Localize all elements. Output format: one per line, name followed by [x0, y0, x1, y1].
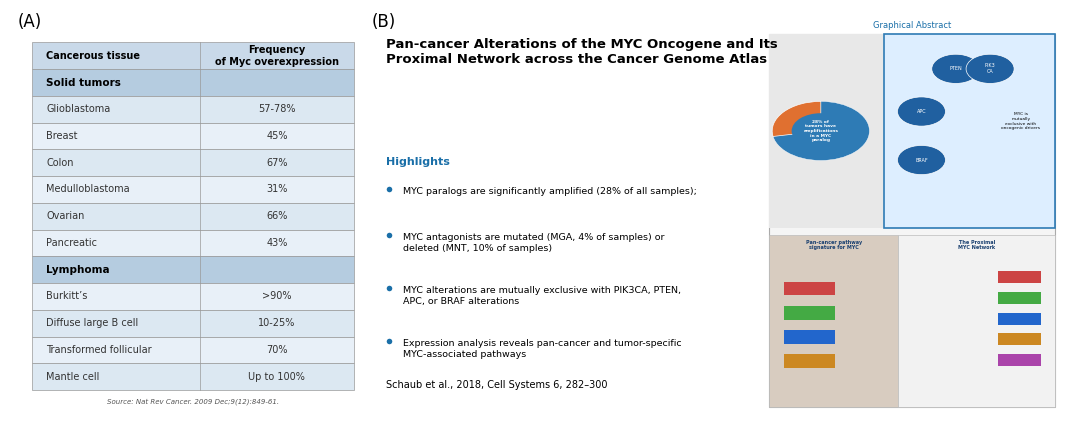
- Circle shape: [897, 97, 945, 126]
- Text: 66%: 66%: [266, 211, 288, 221]
- Text: 10-25%: 10-25%: [259, 318, 295, 328]
- FancyBboxPatch shape: [32, 149, 354, 176]
- FancyBboxPatch shape: [998, 354, 1041, 366]
- FancyBboxPatch shape: [769, 235, 898, 407]
- Text: Glioblastoma: Glioblastoma: [46, 104, 111, 114]
- Text: 28% of
tumors have
amplifications
in a MYC
paralog: 28% of tumors have amplifications in a M…: [804, 120, 838, 142]
- FancyBboxPatch shape: [783, 354, 835, 368]
- Text: Diffuse large B cell: Diffuse large B cell: [46, 318, 138, 328]
- FancyBboxPatch shape: [32, 257, 354, 283]
- FancyBboxPatch shape: [32, 69, 354, 96]
- Text: Up to 100%: Up to 100%: [249, 372, 306, 382]
- Text: BRAF: BRAF: [915, 158, 928, 162]
- Text: Mantle cell: Mantle cell: [46, 372, 100, 382]
- FancyBboxPatch shape: [769, 34, 1055, 407]
- FancyBboxPatch shape: [769, 34, 884, 228]
- Text: Lymphoma: Lymphoma: [46, 265, 109, 275]
- FancyBboxPatch shape: [783, 306, 835, 320]
- Text: MYC antagonists are mutated (MGA, 4% of samples) or
deleted (MNT, 10% of samples: MYC antagonists are mutated (MGA, 4% of …: [403, 233, 664, 253]
- Text: Highlights: Highlights: [386, 157, 450, 167]
- Text: 70%: 70%: [266, 345, 288, 355]
- Text: Ovarian: Ovarian: [46, 211, 85, 221]
- FancyBboxPatch shape: [32, 283, 354, 310]
- FancyBboxPatch shape: [884, 34, 1055, 228]
- FancyBboxPatch shape: [32, 123, 354, 149]
- Circle shape: [792, 113, 850, 149]
- Text: Cancerous tissue: Cancerous tissue: [46, 51, 141, 61]
- Wedge shape: [773, 101, 821, 137]
- Text: 43%: 43%: [266, 238, 288, 248]
- Text: Pan-cancer Alterations of the MYC Oncogene and Its
Proximal Network across the C: Pan-cancer Alterations of the MYC Oncoge…: [386, 38, 778, 66]
- FancyBboxPatch shape: [32, 337, 354, 363]
- Text: 67%: 67%: [266, 158, 288, 168]
- Text: APC: APC: [916, 109, 926, 114]
- Text: 31%: 31%: [266, 184, 288, 195]
- FancyBboxPatch shape: [898, 235, 1055, 407]
- FancyBboxPatch shape: [783, 282, 835, 296]
- FancyBboxPatch shape: [32, 230, 354, 257]
- Text: Pan-cancer pathway
signature for MYC: Pan-cancer pathway signature for MYC: [806, 240, 862, 251]
- FancyBboxPatch shape: [32, 96, 354, 123]
- Text: Breast: Breast: [46, 131, 77, 141]
- Text: 45%: 45%: [266, 131, 288, 141]
- Text: (B): (B): [372, 13, 396, 31]
- Text: Schaub et al., 2018, Cell Systems 6, 282–300: Schaub et al., 2018, Cell Systems 6, 282…: [386, 380, 607, 390]
- Text: >90%: >90%: [262, 291, 292, 301]
- Text: Expression analysis reveals pan-cancer and tumor-specific
MYC-associated pathway: Expression analysis reveals pan-cancer a…: [403, 339, 681, 359]
- Text: Colon: Colon: [46, 158, 74, 168]
- Text: Burkitt’s: Burkitt’s: [46, 291, 88, 301]
- Text: Transformed follicular: Transformed follicular: [46, 345, 151, 355]
- FancyBboxPatch shape: [998, 292, 1041, 304]
- FancyBboxPatch shape: [998, 271, 1041, 284]
- Text: PIK3
CA: PIK3 CA: [985, 64, 996, 74]
- Text: MYC alterations are mutually exclusive with PIK3CA, PTEN,
APC, or BRAF alteratio: MYC alterations are mutually exclusive w…: [403, 286, 681, 306]
- FancyBboxPatch shape: [32, 363, 354, 390]
- Text: (A): (A): [18, 13, 42, 31]
- Circle shape: [966, 54, 1014, 84]
- FancyBboxPatch shape: [32, 310, 354, 337]
- Text: 57-78%: 57-78%: [259, 104, 296, 114]
- FancyBboxPatch shape: [32, 42, 354, 69]
- FancyBboxPatch shape: [998, 312, 1041, 325]
- Text: Solid tumors: Solid tumors: [46, 78, 121, 87]
- FancyBboxPatch shape: [32, 176, 354, 203]
- Circle shape: [773, 101, 869, 160]
- Circle shape: [897, 145, 945, 175]
- Text: Pancreatic: Pancreatic: [46, 238, 98, 248]
- FancyBboxPatch shape: [32, 203, 354, 230]
- Circle shape: [931, 54, 980, 84]
- Text: Frequency
of Myc overexpression: Frequency of Myc overexpression: [215, 45, 339, 67]
- Text: MYC paralogs are significantly amplified (28% of all samples);: MYC paralogs are significantly amplified…: [403, 187, 697, 195]
- Text: PTEN: PTEN: [950, 66, 962, 71]
- Text: MYC is
mutually
exclusive with
oncogenic drivers: MYC is mutually exclusive with oncogenic…: [1001, 112, 1041, 130]
- FancyBboxPatch shape: [998, 333, 1041, 345]
- FancyBboxPatch shape: [783, 330, 835, 343]
- Text: Graphical Abstract: Graphical Abstract: [873, 21, 952, 30]
- Text: The Proximal
MYC Network: The Proximal MYC Network: [958, 240, 996, 251]
- Text: Source: Nat Rev Cancer. 2009 Dec;9(12):849-61.: Source: Nat Rev Cancer. 2009 Dec;9(12):8…: [107, 399, 279, 405]
- Text: Medulloblastoma: Medulloblastoma: [46, 184, 130, 195]
